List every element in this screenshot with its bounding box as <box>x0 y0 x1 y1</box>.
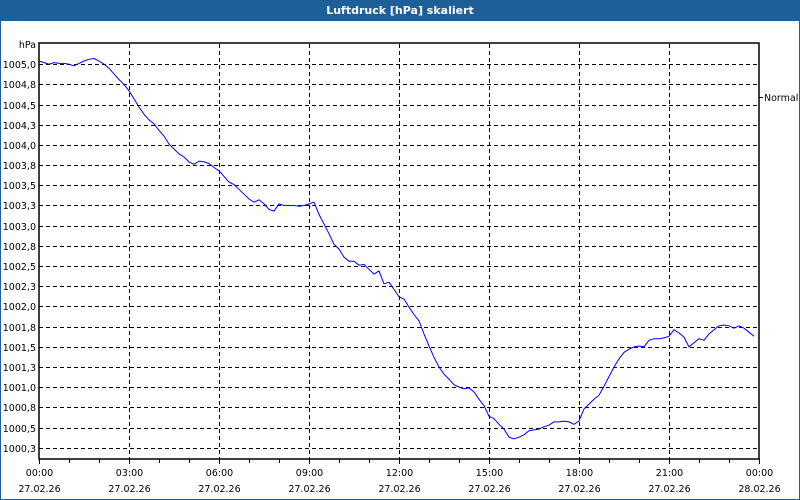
x-tick-time: 03:00 <box>116 468 143 479</box>
x-tick-date: 27.02.26 <box>468 484 510 495</box>
y-tick-label: 1003,3 <box>3 201 36 212</box>
y-tick-label: 1003,0 <box>3 222 36 233</box>
y-tick-label: 1002,0 <box>3 302 36 313</box>
x-tick-time: 12:00 <box>386 468 413 479</box>
x-tick-time: 00:00 <box>746 468 773 479</box>
x-tick-date: 27.02.26 <box>558 484 600 495</box>
x-tick-date: 28.02.26 <box>738 484 780 495</box>
y-tick-label: 1004,5 <box>3 101 36 112</box>
y-tick-label: 1001,0 <box>3 383 36 394</box>
x-tick-time: 21:00 <box>656 468 683 479</box>
y-tick-label: 1005,0 <box>3 60 36 71</box>
y-tick-label: 1001,8 <box>3 323 36 334</box>
legend-entry: Normal <box>764 93 798 104</box>
y-tick-label: 1002,8 <box>3 242 36 253</box>
y-tick-label: 1000,3 <box>3 444 36 455</box>
x-tick-time: 09:00 <box>296 468 323 479</box>
x-tick-time: 15:00 <box>476 468 503 479</box>
y-tick-label: hPa <box>19 40 36 51</box>
y-tick-label: 1001,5 <box>3 343 36 354</box>
y-tick-label: 1003,8 <box>3 161 36 172</box>
x-tick-time: 00:00 <box>26 468 53 479</box>
y-tick-label: 1002,3 <box>3 282 36 293</box>
y-tick-label: 1003,5 <box>3 181 36 192</box>
x-tick-time: 06:00 <box>206 468 233 479</box>
x-tick-date: 27.02.26 <box>18 484 60 495</box>
window-title: Luftdruck [hPa] skaliert <box>1 1 799 21</box>
y-tick-label: 1000,5 <box>3 424 36 435</box>
x-tick-date: 27.02.26 <box>648 484 690 495</box>
series-line-normal <box>38 57 755 440</box>
x-tick-date: 27.02.26 <box>198 484 240 495</box>
x-tick-date: 27.02.26 <box>378 484 420 495</box>
y-tick-label: 1002,5 <box>3 262 36 273</box>
y-tick-label: 1000,8 <box>3 403 36 414</box>
x-tick-time: 18:00 <box>566 468 593 479</box>
y-tick-label: 1004,8 <box>3 80 36 91</box>
x-tick-date: 27.02.26 <box>108 484 150 495</box>
y-tick-label: 1004,3 <box>3 121 36 132</box>
x-tick-date: 27.02.26 <box>288 484 330 495</box>
y-tick-label: 1001,3 <box>3 363 36 374</box>
y-tick-label: 1004,0 <box>3 141 36 152</box>
